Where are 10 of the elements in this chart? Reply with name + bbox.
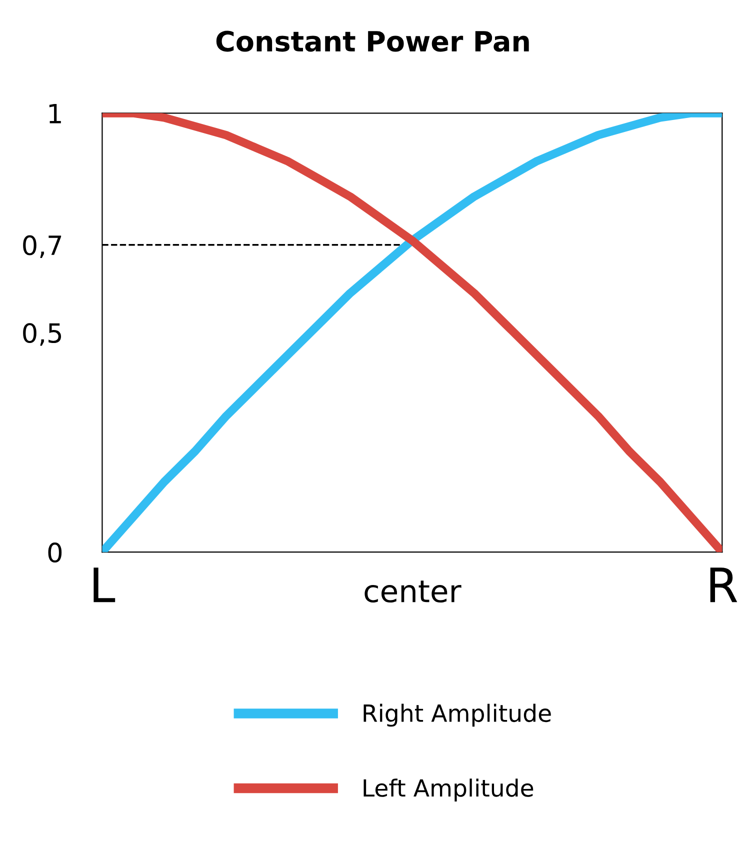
chart-title: Constant Power Pan: [216, 30, 529, 52]
y-tick-label: 0,5: [23, 323, 62, 346]
x-tick-label: center: [364, 580, 462, 603]
y-tick-label: 0: [48, 542, 62, 562]
legend-label: Left Amplitude: [364, 778, 534, 802]
x-tick-label: R: [710, 568, 738, 602]
x-tick-label: L: [94, 568, 116, 602]
y-tick-label: 1: [49, 104, 61, 124]
legend-label: Right Amplitude: [364, 704, 551, 727]
y-tick-label: 0,7: [23, 235, 62, 258]
